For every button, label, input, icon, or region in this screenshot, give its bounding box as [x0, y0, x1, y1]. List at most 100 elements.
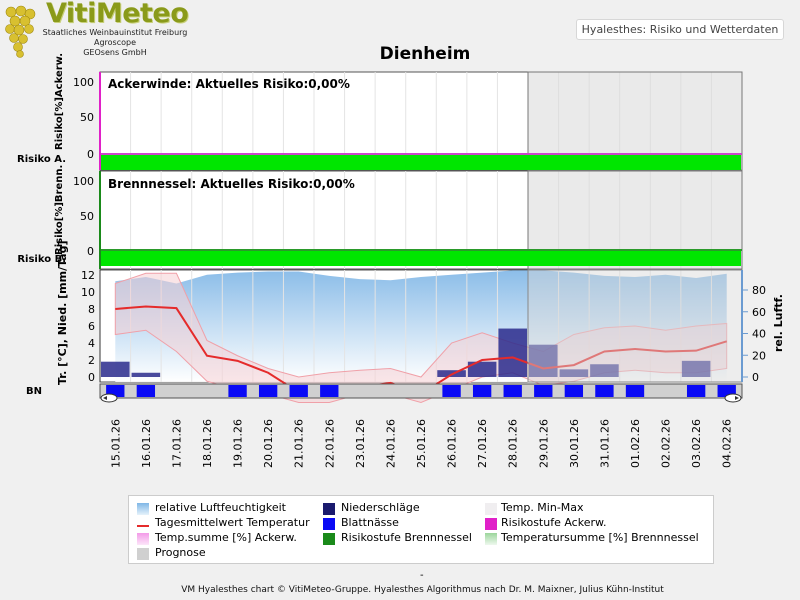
blattnaesse-mark [442, 385, 461, 397]
precip-bar [681, 360, 711, 377]
date-tick-label: 27.01.26 [476, 419, 489, 468]
blattnaesse-mark [228, 385, 247, 397]
brennnessel-ytick-0: 0 [87, 245, 94, 258]
date-tick-label: 16.01.26 [140, 419, 153, 468]
precip-bar [529, 344, 558, 377]
weather-forecast-shade [527, 269, 743, 383]
station-name: Dienheim [379, 44, 471, 64]
grape-logo-icon [5, 5, 36, 58]
blattnaesse-mark [258, 385, 278, 397]
footer-credit: VM Hyalesthes chart © VitiMeteo-Gruppe. … [181, 585, 664, 595]
legend-swatch-wet [323, 518, 335, 530]
date-tick-label: 18.01.26 [201, 419, 214, 468]
blattnaesse-mark [534, 385, 553, 397]
date-tick-label: 23.01.26 [354, 419, 367, 468]
date-tick-label: 25.01.26 [415, 419, 428, 468]
ackerwinde-ytick-0: 0 [87, 148, 94, 161]
panel-ackerwinde: Ackerwinde: Aktuelles Risiko:0,00% 100 5… [17, 53, 743, 171]
scroll-right-icon[interactable] [724, 393, 742, 403]
left-ytick-label: 2 [88, 354, 95, 367]
brennnessel-title: Brennnessel: Aktuelles Risiko:0,00% [108, 177, 355, 191]
date-tick-label: 04.02.26 [721, 419, 734, 468]
date-tick-label: 01.02.26 [629, 419, 642, 468]
legend-swatch-tsumB [485, 533, 497, 545]
ackerwinde-risk-bar [101, 155, 741, 170]
institute-line-1: Staatliches Weinbauinstitut Freiburg [42, 28, 188, 37]
brennnessel-ylabel: Risiko[%]Brenn. [54, 165, 65, 255]
left-ytick-label: 10 [81, 286, 95, 299]
legend-label-prog: Prognose [155, 546, 206, 559]
brennnessel-risk-label: Risiko B. [17, 254, 66, 265]
legend-swatch-temp [137, 525, 149, 527]
ackerwinde-ytick-100: 100 [73, 76, 94, 89]
legend-label-tsumB: Temperatursumme [%] Brennnessel [501, 531, 699, 544]
legend-swatch-rh [137, 503, 149, 515]
weather-left-ylabel: Tr. [°C], Nied. [mm/Tag] [56, 241, 69, 386]
brennnessel-ytick-100: 100 [73, 175, 94, 188]
date-tick-label: 30.01.26 [568, 419, 581, 468]
date-axis-labels: 15.01.26 16.01.26 17.01.26 18.01.26 19.01.26… [109, 419, 733, 468]
left-ytick-label: 0 [88, 371, 95, 384]
blattnaesse-mark [289, 385, 308, 397]
right-ytick-label: 0 [752, 371, 759, 384]
blattnaesse-mark [136, 385, 156, 397]
legend-label-temp: Tagesmittelwert Temperatur [155, 516, 310, 529]
left-ytick-label: 4 [88, 337, 95, 350]
date-tick-label: 02.02.26 [660, 419, 673, 468]
blattnaesse-mark [564, 385, 584, 397]
legend-swatch-precip [323, 503, 335, 515]
legend-label-riskA: Risikostufe Ackerw. [501, 516, 607, 529]
precip-bar [101, 361, 130, 377]
logo-title: VitiMeteo [46, 0, 189, 29]
blattnaesse-mark [625, 385, 645, 397]
date-tick-label: 15.01.26 [109, 419, 122, 468]
legend-swatch-tsumA [137, 533, 149, 545]
left-ytick-label: 8 [88, 303, 95, 316]
risk-weather-chart: Ackerwinde: Aktuelles Risiko:0,00% 100 5… [17, 53, 785, 469]
precip-bar [131, 372, 161, 377]
legend-label-tsumA: Temp.summe [%] Ackerw. [155, 531, 297, 544]
date-tick-label: 20.01.26 [262, 419, 275, 468]
institute-line-2: Agroscope [93, 38, 137, 47]
right-ytick-label: 20 [752, 349, 766, 362]
date-tick-label: 28.01.26 [507, 419, 520, 468]
legend-swatch-minmax [485, 503, 497, 515]
legend-label-minmax: Temp. Min-Max [501, 501, 584, 514]
brennnessel-ytick-50: 50 [80, 210, 94, 223]
date-tick-label: 29.01.26 [537, 419, 550, 468]
precip-bars-layer [101, 328, 711, 377]
blattnaesse-mark [503, 385, 522, 397]
date-tick-label: 19.01.26 [232, 419, 245, 468]
right-axis-ticks: 80 60 40 20 0 [742, 284, 766, 384]
legend-swatch-riskB [323, 533, 335, 545]
left-axis-ticks: 12 10 8 6 4 2 0 [81, 269, 95, 384]
blattnaesse-mark [595, 385, 614, 397]
blattnaesse-label: BN [26, 386, 42, 397]
precip-bar [467, 361, 497, 377]
date-tick-label: 22.01.26 [323, 419, 336, 468]
ackerwinde-ylabel: Risiko[%]Ackerw. [54, 53, 65, 150]
chart-subtitle-box: Hyalesthes: Risiko und Wetterdaten [576, 19, 784, 40]
institute-line-3: GEOsens GmbH [83, 48, 147, 57]
left-ytick-label: 12 [81, 269, 95, 282]
left-ytick-label: 6 [88, 320, 95, 333]
date-tick-label: 17.01.26 [170, 419, 183, 468]
date-tick-label: 26.01.26 [446, 419, 459, 468]
legend-swatch-riskA [485, 518, 497, 530]
blattnaesse-strip [99, 383, 743, 399]
date-tick-label: 03.02.26 [690, 419, 703, 468]
right-ytick-label: 40 [752, 328, 766, 341]
chart-legend: relative Luftfeuchtigkeit Niederschläge … [128, 495, 714, 564]
ackerwinde-title: Ackerwinde: Aktuelles Risiko:0,00% [108, 77, 350, 91]
ackerwinde-risk-label: Risiko A. [17, 154, 66, 165]
date-tick-label: 21.01.26 [293, 419, 306, 468]
panel-brennnessel: Brennnessel: Aktuelles Risiko:0,00% 100 … [17, 165, 743, 270]
precip-bar [498, 328, 527, 377]
blattnaesse-marks [106, 385, 736, 397]
blattnaesse-mark [320, 385, 339, 397]
scroll-left-icon[interactable] [100, 393, 118, 403]
brennnessel-risk-bar [101, 251, 741, 266]
right-ytick-label: 80 [752, 284, 766, 297]
precip-bar [559, 369, 589, 377]
